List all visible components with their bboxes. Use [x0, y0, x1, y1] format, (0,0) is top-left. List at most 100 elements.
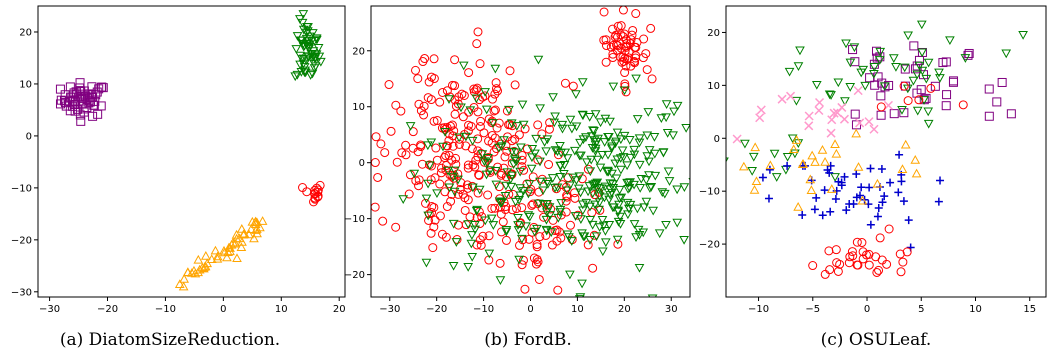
point-triangle-down	[305, 32, 315, 42]
point-circle	[588, 263, 598, 273]
point-plus	[765, 165, 774, 174]
point-triangle-up	[749, 184, 760, 194]
point-triangle-down	[646, 183, 657, 192]
point-circle	[435, 97, 445, 107]
point-circle	[489, 106, 499, 116]
point-triangle-down	[845, 83, 856, 92]
point-circle	[460, 205, 470, 215]
point-triangle-down	[474, 185, 485, 195]
point-triangle-down	[562, 186, 573, 196]
point-circle	[447, 155, 457, 165]
point-triangle-down	[514, 255, 524, 265]
point-square	[964, 48, 974, 58]
point-square	[889, 109, 899, 119]
point-triangle-down	[656, 114, 667, 123]
point-circle	[620, 81, 630, 91]
point-triangle-up	[250, 216, 261, 226]
point-circle	[356, 125, 364, 133]
x-tick-label: 10	[571, 304, 584, 315]
point-square	[872, 46, 882, 56]
point-triangle-down	[523, 211, 534, 220]
point-triangle-down	[638, 228, 649, 238]
x-tick-label: −10	[473, 304, 494, 315]
point-circle	[376, 139, 386, 149]
point-triangle-up	[249, 233, 259, 243]
point-triangle-down	[740, 139, 750, 149]
point-triangle-down	[305, 71, 316, 80]
point-triangle-down	[587, 220, 598, 230]
point-circle	[401, 140, 411, 150]
point-triangle-up	[851, 128, 862, 138]
point-circle	[441, 232, 451, 242]
point-triangle-down	[934, 68, 944, 78]
point-circle	[847, 247, 857, 257]
point-circle	[529, 222, 539, 232]
point-triangle-down	[888, 54, 899, 63]
point-circle	[958, 100, 968, 110]
y-tick-label: 20	[352, 46, 365, 57]
x-tick-label: −5	[805, 304, 820, 315]
point-circle	[858, 247, 868, 257]
point-circle	[630, 42, 640, 52]
point-circle	[423, 93, 433, 103]
point-triangle-down	[577, 78, 588, 88]
point-circle	[484, 231, 494, 241]
point-circle	[371, 158, 380, 168]
point-triangle-down	[602, 166, 613, 176]
point-triangle-down	[529, 227, 540, 237]
point-triangle-down	[619, 131, 630, 141]
point-triangle-down	[542, 208, 552, 218]
point-triangle-down	[533, 55, 544, 65]
point-plus	[840, 172, 849, 181]
point-square	[82, 102, 92, 112]
x-tick-label: −10	[748, 304, 769, 315]
point-x	[777, 94, 787, 104]
point-circle	[547, 240, 557, 250]
point-triangle-down	[496, 198, 507, 208]
point-triangle-down	[748, 152, 759, 162]
point-circle	[421, 198, 431, 208]
point-plus	[818, 211, 827, 220]
point-triangle-down	[618, 153, 629, 162]
point-triangle-up	[199, 261, 210, 271]
point-circle	[430, 215, 440, 225]
point-triangle-down	[679, 235, 689, 245]
point-square	[65, 82, 75, 92]
point-square	[900, 64, 910, 74]
point-triangle-down	[605, 179, 616, 189]
point-circle	[553, 285, 563, 295]
point-circle	[429, 116, 439, 126]
point-triangle-down	[919, 96, 929, 105]
point-triangle-up	[857, 195, 868, 205]
point-triangle-down	[577, 206, 588, 216]
point-square	[963, 50, 973, 60]
point-circle	[474, 170, 484, 180]
point-circle	[501, 235, 511, 245]
axes-frame	[725, 5, 1047, 298]
point-triangle-down	[645, 184, 655, 193]
point-circle	[413, 74, 423, 84]
point-plus	[826, 161, 835, 170]
point-triangle-up	[222, 252, 232, 262]
point-triangle-down	[562, 230, 573, 240]
point-circle	[420, 54, 430, 64]
point-circle	[416, 140, 426, 150]
point-triangle-down	[307, 69, 318, 79]
point-triangle-down	[513, 226, 524, 235]
point-circle	[432, 116, 442, 126]
point-triangle-down	[449, 166, 460, 176]
point-triangle-down	[501, 226, 512, 235]
point-triangle-down	[608, 82, 619, 92]
point-circle	[537, 203, 547, 213]
y-tick-label: 20	[707, 28, 720, 39]
point-circle	[442, 202, 452, 212]
point-circle	[529, 253, 539, 263]
point-triangle-down	[632, 115, 643, 124]
point-circle	[487, 204, 497, 214]
point-plus	[866, 220, 875, 229]
point-triangle-down	[495, 276, 506, 286]
point-circle	[533, 155, 543, 165]
point-triangle-down	[542, 135, 553, 145]
point-triangle-up	[788, 144, 799, 154]
point-triangle-down	[659, 189, 670, 199]
